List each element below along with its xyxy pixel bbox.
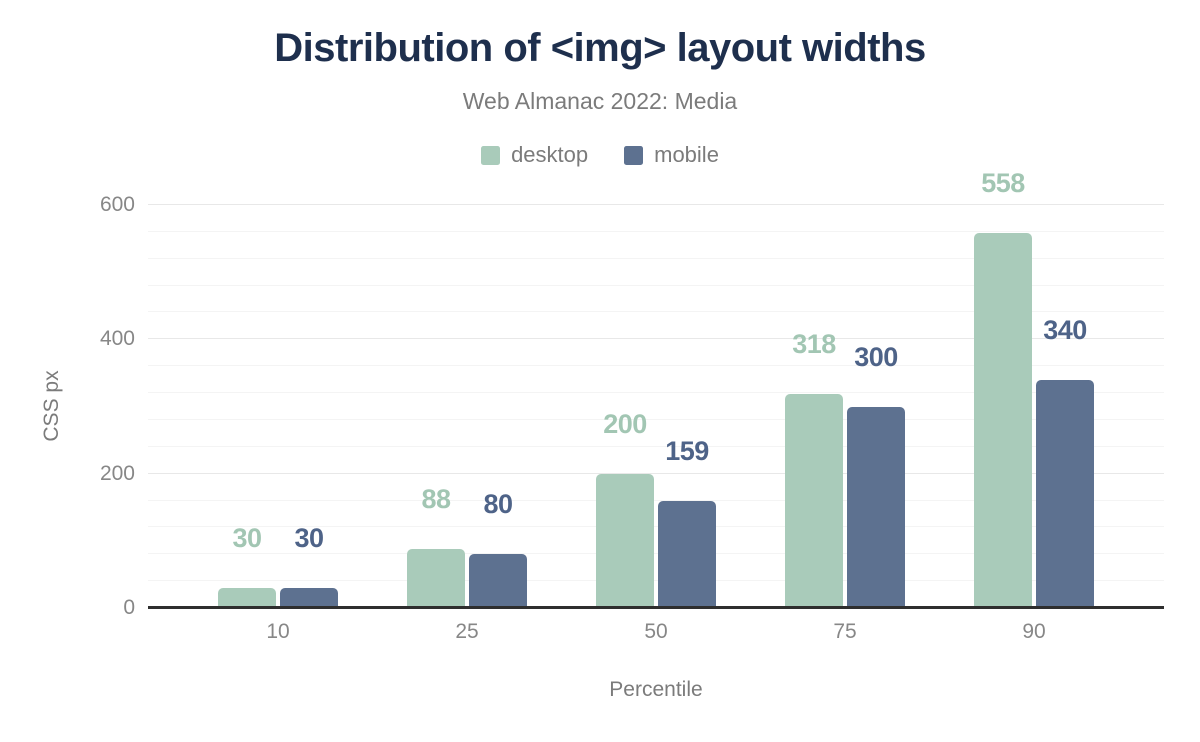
gridline-minor-240 — [148, 445, 1164, 447]
bar-mobile-p75 — [847, 406, 905, 608]
bar-desktop-p25 — [407, 548, 465, 608]
value-label-desktop-p50: 200 — [603, 408, 647, 439]
gridline-minor-360 — [148, 365, 1164, 367]
gridline-minor-40 — [148, 580, 1164, 582]
value-label-mobile-p90: 340 — [1043, 314, 1087, 345]
value-label-mobile-p50: 159 — [665, 436, 709, 467]
gridline-minor-440 — [148, 311, 1164, 313]
value-label-desktop-p25: 88 — [421, 483, 451, 514]
legend-item-desktop: desktop — [481, 142, 588, 168]
bar-mobile-p10 — [280, 587, 338, 608]
bar-mobile-p25 — [469, 554, 527, 608]
y-tick-0: 0 — [123, 596, 135, 619]
legend-item-mobile: mobile — [624, 142, 719, 168]
x-tick-25: 25 — [455, 620, 479, 643]
gridline-major-400 — [148, 338, 1164, 340]
value-label-desktop-p10: 30 — [232, 522, 262, 553]
y-tick-600: 600 — [99, 193, 135, 216]
gridline-minor-280 — [148, 418, 1164, 420]
bar-desktop-p50 — [596, 473, 654, 608]
legend-label-mobile: mobile — [654, 142, 719, 167]
x-tick-75: 75 — [833, 620, 857, 643]
bar-desktop-p10 — [218, 587, 276, 608]
value-label-desktop-p75: 318 — [792, 329, 836, 360]
value-label-desktop-p90: 558 — [981, 168, 1025, 199]
gridline-minor-520 — [148, 257, 1164, 259]
gridline-minor-120 — [148, 526, 1164, 528]
legend-label-desktop: desktop — [511, 142, 589, 167]
bar-mobile-p90 — [1036, 379, 1094, 608]
bar-desktop-p90 — [974, 233, 1032, 608]
gridline-major-600 — [148, 204, 1164, 205]
gridline-minor-320 — [148, 392, 1164, 394]
legend-swatch-desktop-icon — [481, 145, 501, 165]
bar-mobile-p50 — [658, 501, 716, 608]
x-tick-50: 50 — [644, 620, 668, 643]
gridline-minor-560 — [148, 230, 1164, 232]
y-axis-title: CSS px — [40, 370, 63, 442]
y-tick-400: 400 — [99, 327, 135, 351]
gridline-major-200 — [148, 472, 1164, 474]
chart-legend: desktop mobile — [0, 142, 1200, 168]
chart-subtitle: Web Almanac 2022: Media — [462, 88, 738, 114]
x-axis-line — [148, 606, 1164, 609]
y-tick-200: 200 — [99, 461, 135, 485]
x-tick-10: 10 — [266, 620, 290, 643]
bar-desktop-p75 — [785, 394, 843, 608]
gridline-minor-480 — [148, 284, 1164, 286]
x-axis-title: Percentile — [609, 678, 703, 701]
x-tick-90: 90 — [1022, 620, 1046, 643]
legend-swatch-mobile-icon — [624, 145, 644, 165]
value-label-mobile-p25: 80 — [483, 489, 513, 520]
gridline-minor-80 — [148, 553, 1164, 555]
plot-area: 30 30 88 80 200 159 318 300 558 340 — [148, 168, 1164, 609]
chart-title: Distribution of <img> layout widths — [274, 26, 926, 70]
value-label-mobile-p75: 300 — [854, 341, 898, 372]
gridline-minor-160 — [148, 499, 1164, 501]
value-label-mobile-p10: 30 — [294, 522, 324, 553]
